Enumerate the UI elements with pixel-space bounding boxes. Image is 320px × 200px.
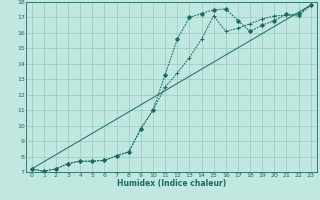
X-axis label: Humidex (Indice chaleur): Humidex (Indice chaleur) xyxy=(116,179,226,188)
